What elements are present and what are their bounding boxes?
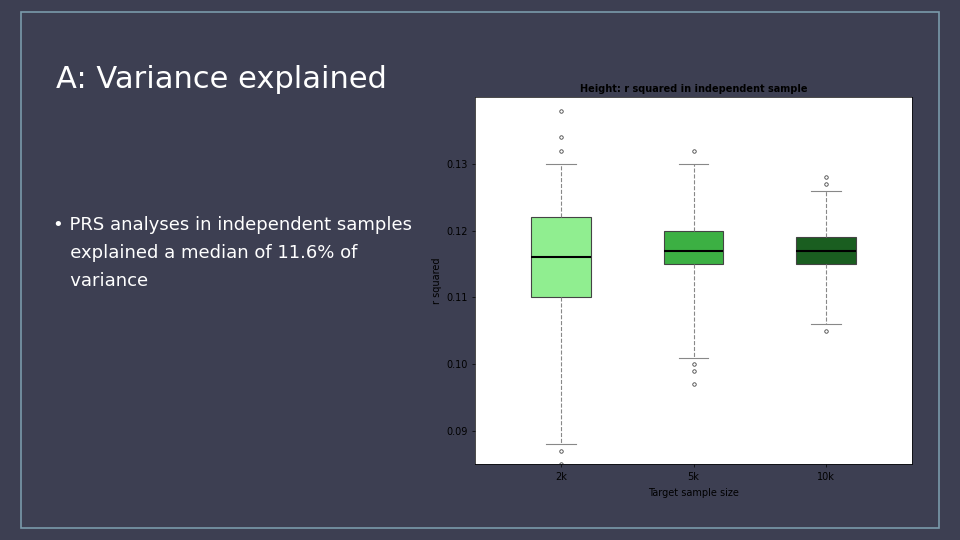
PathPatch shape <box>663 231 724 264</box>
Y-axis label: r squared: r squared <box>432 258 442 304</box>
PathPatch shape <box>532 218 591 298</box>
Text: • PRS analyses in independent samples
   explained a median of 11.6% of
   varia: • PRS analyses in independent samples ex… <box>53 216 412 289</box>
X-axis label: Target sample size: Target sample size <box>648 488 739 497</box>
Text: A: Variance explained: A: Variance explained <box>56 65 387 94</box>
Title: Height: r squared in independent sample: Height: r squared in independent sample <box>580 84 807 93</box>
PathPatch shape <box>796 238 855 264</box>
